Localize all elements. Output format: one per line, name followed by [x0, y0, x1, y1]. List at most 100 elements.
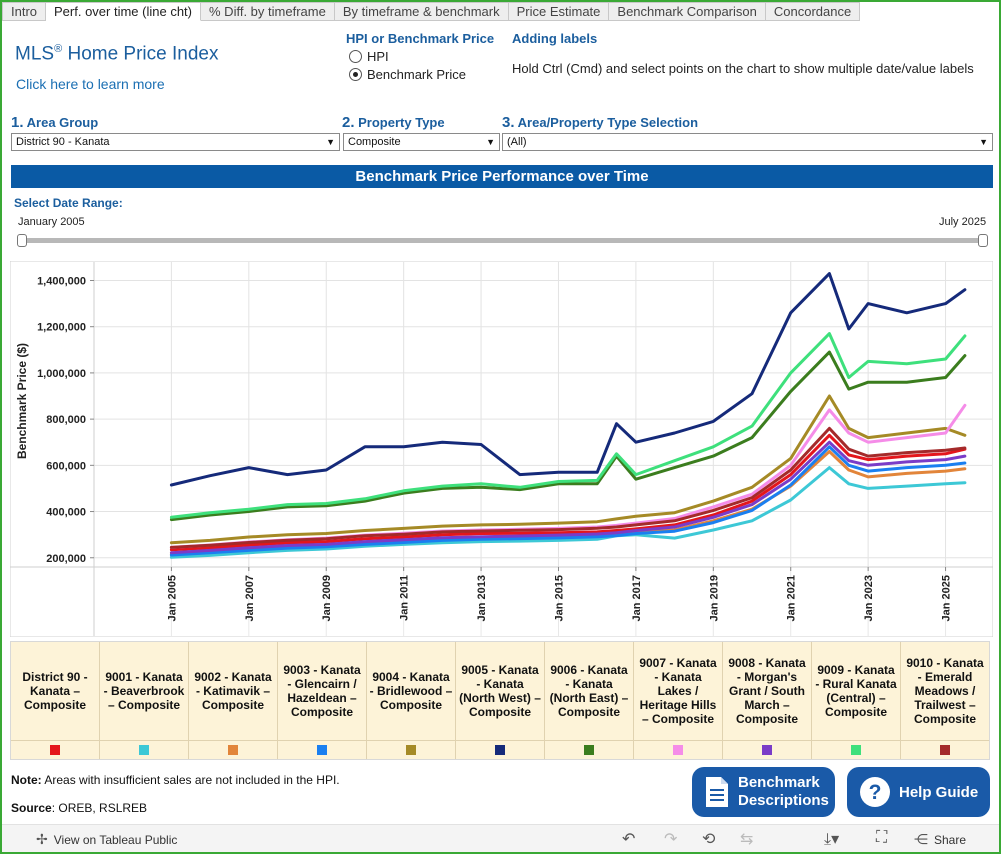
source-label: Source	[11, 801, 52, 815]
tableau-logo-icon: ✢	[36, 831, 48, 847]
source-body: : OREB, RSLREB	[51, 801, 148, 815]
filter-text-selection: Area/Property Type Selection	[517, 115, 699, 130]
revert-icon[interactable]: ⟲	[702, 831, 716, 848]
legend-swatch	[228, 745, 238, 756]
view-on-tableau-link[interactable]: ✢ View on Tableau Public	[36, 831, 177, 848]
slider-handle-end[interactable]	[978, 234, 988, 247]
legend-item[interactable]: 9009 - Kanata - Rural Kanata (Central) –…	[812, 642, 901, 759]
filter-label-area-group: 1. Area Group	[11, 114, 98, 131]
y-tick-label: 200,000	[46, 553, 86, 565]
legend-item[interactable]: District 90 - Kanata – Composite	[11, 642, 100, 759]
series-lines[interactable]	[169, 272, 967, 559]
legend-swatch	[851, 745, 861, 756]
x-tick-label: Jan 2019	[708, 575, 720, 621]
legend-swatch	[50, 745, 60, 756]
legend-item[interactable]: 9002 - Kanata - Katimavik – Composite	[189, 642, 278, 759]
legend-swatch-row	[723, 740, 811, 759]
tab-concordance[interactable]: Concordance	[765, 2, 861, 21]
question-icon: ?	[860, 777, 890, 807]
x-tick-label: Jan 2013	[476, 575, 488, 621]
radio-option-hpi[interactable]: HPI	[349, 49, 389, 64]
tab-by-timeframe[interactable]: By timeframe & benchmark	[334, 2, 509, 21]
legend-label: District 90 - Kanata – Composite	[22, 670, 88, 713]
legend-item[interactable]: 9010 - Kanata - Emerald Meadows / Trailw…	[901, 642, 989, 759]
radio-circle-benchmark[interactable]	[349, 68, 362, 81]
benchmark-button-label: Benchmark Descriptions	[738, 774, 829, 810]
series-line-6[interactable]	[169, 350, 967, 522]
filter-text-property-type: Property Type	[358, 115, 445, 130]
legend-item[interactable]: 9003 - Kanata - Glencairn / Hazeldean – …	[278, 642, 367, 759]
fullscreen-icon[interactable]: ⛶	[876, 829, 888, 846]
series-line-10[interactable]	[169, 426, 967, 549]
series-line-5[interactable]	[169, 272, 967, 487]
date-range-slider[interactable]	[19, 238, 987, 243]
tableau-footer: ✢ View on Tableau Public ↶ ↷ ⟲ ⇆ ⤓▾ ⛶ ⋲ …	[2, 824, 999, 852]
undo-icon[interactable]: ↶	[622, 831, 636, 848]
legend-swatch	[495, 745, 505, 756]
radio-circle-hpi[interactable]	[349, 50, 362, 63]
page-title: MLS® Home Price Index	[15, 43, 218, 65]
date-range-start: January 2005	[18, 216, 85, 228]
radio-option-benchmark[interactable]: Benchmark Price	[349, 67, 466, 82]
area-group-value: District 90 - Kanata	[16, 136, 110, 148]
help-button-label: Help Guide	[899, 783, 979, 801]
y-tick-label: 1,400,000	[37, 275, 86, 287]
benchmark-descriptions-button[interactable]: Benchmark Descriptions	[692, 767, 835, 817]
x-tick-label: Jan 2009	[321, 575, 333, 621]
line-chart[interactable]: 200,000 400,000 600,000 800,000 1,000,000 1,2…	[9, 260, 994, 638]
legend-swatch-row	[278, 740, 366, 759]
legend-label: 9005 - Kanata - Kanata (North West) – Co…	[459, 663, 541, 720]
filter-num-3: 3.	[502, 114, 515, 131]
series-line-4[interactable]	[169, 394, 967, 545]
share-label: Share	[934, 832, 967, 847]
legend-label: 9010 - Kanata - Emerald Meadows / Trailw…	[906, 656, 984, 727]
legend-label: 9008 - Kanata - Morgan's Grant / South M…	[728, 656, 806, 727]
tab-bar: Intro Perf. over time (line cht) % Diff.…	[2, 2, 861, 22]
legend-item[interactable]: 9001 - Kanata - Beaverbrook – Composite	[100, 642, 189, 759]
series-line-3[interactable]	[169, 445, 967, 557]
selection-select[interactable]: (All) ▼	[502, 133, 993, 151]
redo-icon[interactable]: ↷	[664, 831, 678, 848]
x-tick-label: Jan 2023	[863, 575, 875, 621]
chevron-down-icon: ▼	[486, 137, 495, 147]
chart-banner: Benchmark Price Performance over Time	[11, 165, 993, 188]
area-group-select[interactable]: District 90 - Kanata ▼	[11, 133, 340, 151]
tab-pct-diff[interactable]: % Diff. by timeframe	[201, 2, 335, 21]
x-tick-labels: Jan 2005 Jan 2007 Jan 2009 Jan 2011 Jan 2013…	[166, 567, 953, 621]
radio-label-hpi: HPI	[367, 49, 389, 64]
tab-price-estimate[interactable]: Price Estimate	[508, 2, 610, 21]
learn-more-link[interactable]: Click here to learn more	[16, 76, 165, 92]
help-guide-button[interactable]: ? Help Guide	[847, 767, 990, 817]
legend-item[interactable]: 9007 - Kanata - Kanata Lakes / Heritage …	[634, 642, 723, 759]
tab-benchmark-comparison[interactable]: Benchmark Comparison	[609, 2, 766, 21]
legend-swatch-row	[100, 740, 188, 759]
download-icon[interactable]: ⤓▾	[824, 831, 840, 848]
series-line-8[interactable]	[169, 440, 967, 555]
color-legend: District 90 - Kanata – Composite 9001 - K…	[10, 641, 990, 760]
slider-handle-start[interactable]	[17, 234, 27, 247]
note-label: Note:	[11, 773, 42, 787]
line-chart-container[interactable]: 200,000 400,000 600,000 800,000 1,000,000 1,2…	[9, 260, 994, 638]
legend-item[interactable]: 9006 - Kanata - Kanata (North East) – Co…	[545, 642, 634, 759]
y-tick-label: 400,000	[46, 507, 86, 519]
share-button[interactable]: ⋲ Share	[914, 831, 966, 848]
property-type-select[interactable]: Composite ▼	[343, 133, 500, 151]
share-icon: ⋲	[914, 831, 928, 847]
legend-swatch-row	[634, 740, 722, 759]
tab-intro[interactable]: Intro	[2, 2, 47, 21]
y-axis-label: Benchmark Price ($)	[15, 343, 29, 459]
filter-num-2: 2.	[342, 114, 355, 131]
selection-value: (All)	[507, 136, 527, 148]
legend-item[interactable]: 9005 - Kanata - Kanata (North West) – Co…	[456, 642, 545, 759]
x-tick-label: Jan 2025	[941, 575, 953, 621]
tab-perf-over-time[interactable]: Perf. over time (line cht)	[46, 2, 202, 21]
note-text: Note: Areas with insufficient sales are …	[11, 773, 340, 787]
filter-label-property-type: 2. Property Type	[342, 114, 445, 131]
series-line-0[interactable]	[169, 433, 967, 552]
legend-item[interactable]: 9008 - Kanata - Morgan's Grant / South M…	[723, 642, 812, 759]
legend-label: 9009 - Kanata - Rural Kanata (Central) –…	[815, 663, 897, 720]
registered-mark: ®	[54, 43, 63, 55]
refresh-icon[interactable]: ⇆	[740, 831, 754, 848]
series-line-9[interactable]	[169, 332, 967, 519]
legend-item[interactable]: 9004 - Kanata - Bridlewood – Composite	[367, 642, 456, 759]
